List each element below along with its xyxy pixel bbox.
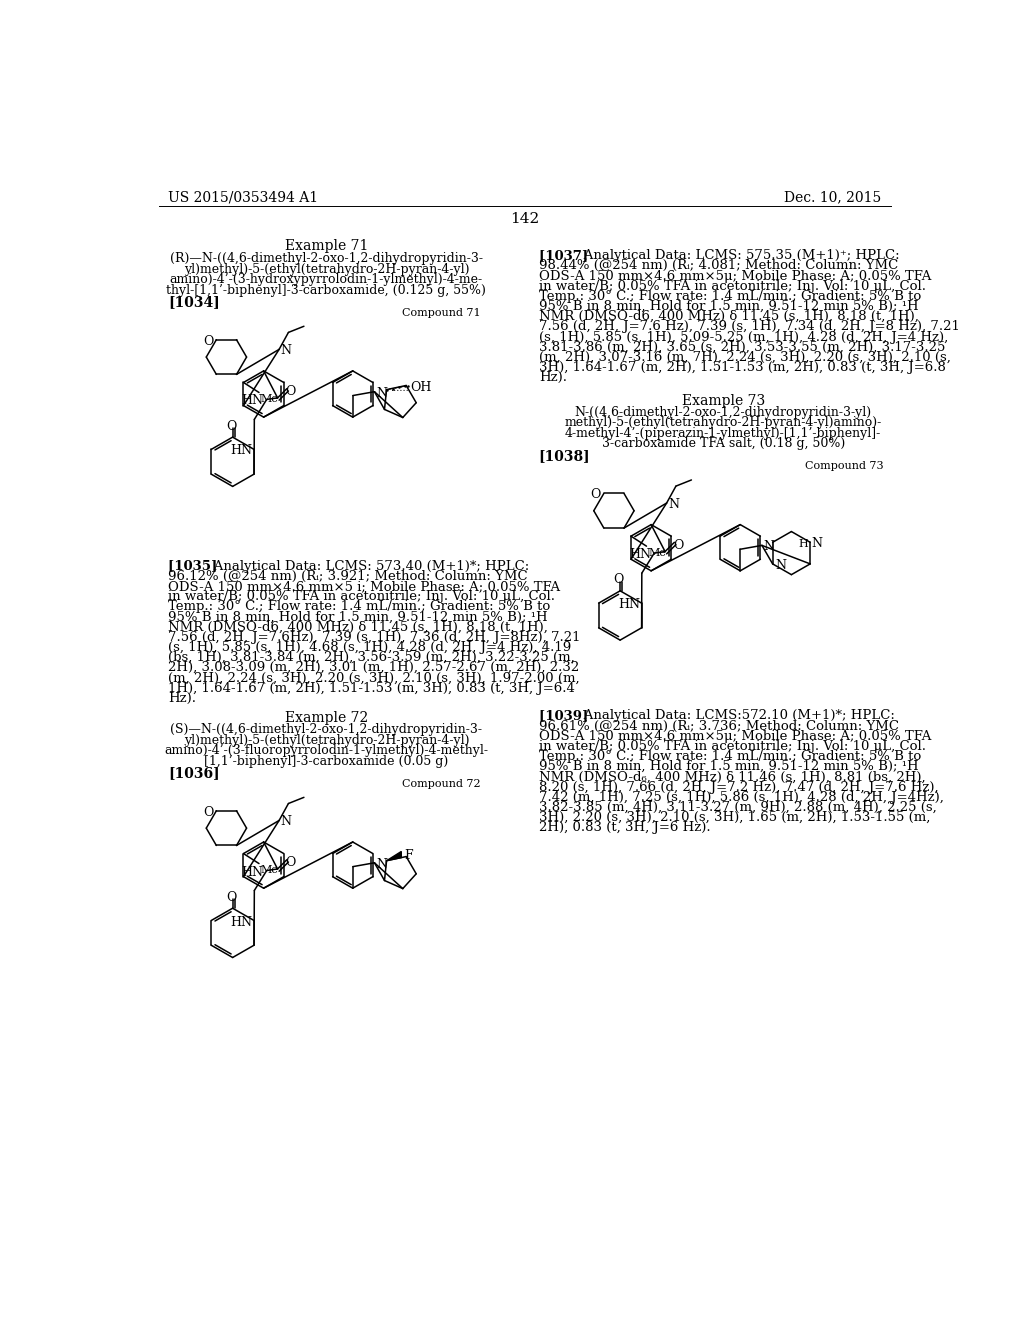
Text: O: O [226, 420, 237, 433]
Text: 4-methyl-4’-(piperazin-1-ylmethyl)-[1,1’-biphenyl]-: 4-methyl-4’-(piperazin-1-ylmethyl)-[1,1’… [565, 426, 882, 440]
Text: Hz).: Hz). [539, 371, 566, 384]
Text: ODS-A 150 mm×4.6 mm×5μ; Mobile Phase: A; 0.05% TFA: ODS-A 150 mm×4.6 mm×5μ; Mobile Phase: A;… [539, 269, 931, 282]
Text: amino)-4’-(3-fluoropyrrolodin-1-ylmethyl)-4-methyl-: amino)-4’-(3-fluoropyrrolodin-1-ylmethyl… [165, 744, 488, 758]
Text: N: N [764, 540, 774, 553]
Text: HN: HN [230, 445, 253, 458]
Text: ......: ...... [390, 384, 410, 392]
Text: Analytical Data: LCMS:572.10 (M+1)*; HPLC:: Analytical Data: LCMS:572.10 (M+1)*; HPL… [571, 709, 895, 722]
Text: (s, 1H), 5.85 (s, 1H), 5.09-5.25 (m, 1H), 4.28 (d, 2H, J=4 Hz),: (s, 1H), 5.85 (s, 1H), 5.09-5.25 (m, 1H)… [539, 330, 948, 343]
Text: O: O [613, 573, 624, 586]
Text: N: N [376, 858, 387, 871]
Text: N: N [281, 816, 292, 829]
Text: 96.61% (@254 nm) (Rᵢ; 3.736; Method: Column: YMC: 96.61% (@254 nm) (Rᵢ; 3.736; Method: Col… [539, 719, 899, 733]
Text: 3H), 2.20 (s, 3H), 2.10 (s, 3H), 1.65 (m, 2H), 1.53-1.55 (m,: 3H), 2.20 (s, 3H), 2.10 (s, 3H), 1.65 (m… [539, 810, 930, 824]
Text: 95% B in 8 min, Hold for 1.5 min, 9.51-12 min 5% B); ¹H: 95% B in 8 min, Hold for 1.5 min, 9.51-1… [539, 760, 919, 774]
Text: (R)—N-((4,6-dimethyl-2-oxo-1,2-dihydropyridin-3-: (R)—N-((4,6-dimethyl-2-oxo-1,2-dihydropy… [170, 252, 483, 265]
Text: Temp.: 30° C.; Flow rate: 1.4 mL/min.; Gradient: 5% B to: Temp.: 30° C.; Flow rate: 1.4 mL/min.; G… [539, 290, 921, 302]
Text: OH: OH [410, 380, 431, 393]
Text: (m, 2H), 2.24 (s, 3H), 2.20 (s, 3H), 2.10 (s, 3H), 1.97-2.00 (m,: (m, 2H), 2.24 (s, 3H), 2.20 (s, 3H), 2.1… [168, 672, 580, 684]
Text: Dec. 10, 2015: Dec. 10, 2015 [784, 190, 882, 205]
Text: 142: 142 [510, 213, 540, 226]
Text: 8.20 (s, 1H), 7.66 (d, 2H, J=7.2 Hz), 7.47 (d, 2H, J=7.6 Hz),: 8.20 (s, 1H), 7.66 (d, 2H, J=7.2 Hz), 7.… [539, 780, 938, 793]
Polygon shape [387, 851, 401, 861]
Text: O: O [286, 857, 296, 870]
Text: in water/B; 0.05% TFA in acetonitrile; Inj. Vol: 10 μL, Col.: in water/B; 0.05% TFA in acetonitrile; I… [539, 741, 926, 752]
Text: O: O [226, 891, 237, 904]
Text: N: N [812, 537, 822, 550]
Text: Analytical Data: LCMS: 575.35 (M+1)⁺; HPLC:: Analytical Data: LCMS: 575.35 (M+1)⁺; HP… [571, 249, 900, 263]
Text: amino)-4’-(3-hydroxypyrrolodin-1-ylmethyl)-4-me-: amino)-4’-(3-hydroxypyrrolodin-1-ylmethy… [170, 273, 483, 286]
Text: Me: Me [260, 395, 279, 404]
Text: NMR (DMSO-d6, 400 MHz) δ 11.45 (s, 1H), 8.18 (t, 1H),: NMR (DMSO-d6, 400 MHz) δ 11.45 (s, 1H), … [168, 620, 548, 634]
Text: Example 72: Example 72 [285, 711, 368, 725]
Text: HN: HN [242, 395, 263, 408]
Text: (bs, 1H), 3.81-3.84 (m, 2H), 3.56-3.59 (m, 2H), 3.22-3.25 (m,: (bs, 1H), 3.81-3.84 (m, 2H), 3.56-3.59 (… [168, 651, 575, 664]
Text: O: O [286, 385, 296, 399]
Text: methyl)-5-(ethyl(tetrahydro-2H-pyran-4-yl)amino)-: methyl)-5-(ethyl(tetrahydro-2H-pyran-4-y… [564, 416, 882, 429]
Text: NMR (DMSO-d6, 400 MHz) δ 11.45 (s, 1H), 8.18 (t, 1H),: NMR (DMSO-d6, 400 MHz) δ 11.45 (s, 1H), … [539, 310, 919, 323]
Text: [1038]: [1038] [539, 449, 591, 463]
Text: Compound 73: Compound 73 [805, 462, 884, 471]
Text: HN: HN [242, 866, 263, 879]
Text: [1,1’-biphenyl]-3-carboxamide (0.05 g): [1,1’-biphenyl]-3-carboxamide (0.05 g) [204, 755, 449, 768]
Text: 7.42 (m, 1H), 7.25 (s, 1H), 5.86 (s, 1H), 4.28 (d, 2H, J=4Hz),: 7.42 (m, 1H), 7.25 (s, 1H), 5.86 (s, 1H)… [539, 791, 944, 804]
Text: [1035]: [1035] [168, 560, 222, 573]
Text: Me: Me [648, 548, 666, 558]
Text: 7.56 (d, 2H, J=7.6Hz), 7.39 (s, 1H), 7.36 (d, 2H, J=8Hz), 7.21: 7.56 (d, 2H, J=7.6Hz), 7.39 (s, 1H), 7.3… [168, 631, 581, 644]
Text: 95% B in 8 min, Hold for 1.5 min, 9.51-12 min 5% B); ¹H: 95% B in 8 min, Hold for 1.5 min, 9.51-1… [539, 300, 919, 313]
Text: in water/B; 0.05% TFA in acetonitrile; Inj. Vol: 10 μL, Col.: in water/B; 0.05% TFA in acetonitrile; I… [539, 280, 926, 293]
Text: O: O [203, 335, 213, 347]
Text: N: N [281, 345, 292, 358]
Text: F: F [404, 849, 413, 862]
Text: N: N [775, 558, 786, 572]
Text: Temp.: 30° C.; Flow rate: 1.4 mL/min.; Gradient: 5% B to: Temp.: 30° C.; Flow rate: 1.4 mL/min.; G… [539, 750, 921, 763]
Text: Analytical Data: LCMS: 573.40 (M+1)*; HPLC:: Analytical Data: LCMS: 573.40 (M+1)*; HP… [201, 560, 529, 573]
Text: US 2015/0353494 A1: US 2015/0353494 A1 [168, 190, 318, 205]
Text: 1H), 1.64-1.67 (m, 2H), 1.51-1.53 (m, 3H), 0.83 (t, 3H, J=6.4: 1H), 1.64-1.67 (m, 2H), 1.51-1.53 (m, 3H… [168, 681, 575, 694]
Text: 3H), 1.64-1.67 (m, 2H), 1.51-1.53 (m, 2H), 0.83 (t, 3H, J=6.8: 3H), 1.64-1.67 (m, 2H), 1.51-1.53 (m, 2H… [539, 362, 945, 374]
Text: 98.44% (@254 nm) (Rᵢ; 4.081; Method: Column: YMC: 98.44% (@254 nm) (Rᵢ; 4.081; Method: Col… [539, 260, 898, 272]
Text: Example 71: Example 71 [285, 239, 368, 253]
Text: (S)—N-((4,6-dimethyl-2-oxo-1,2-dihydropyridin-3-: (S)—N-((4,6-dimethyl-2-oxo-1,2-dihydropy… [170, 723, 482, 737]
Text: 96.12% (@254 nm) (Rᵢ; 3.921; Method: Column: YMC: 96.12% (@254 nm) (Rᵢ; 3.921; Method: Col… [168, 570, 528, 582]
Text: Compound 72: Compound 72 [402, 779, 480, 789]
Text: [1037]: [1037] [539, 249, 593, 263]
Text: ODS-A 150 mm×4.6 mm×5 i; Mobile Phase: A; 0.05% TFA: ODS-A 150 mm×4.6 mm×5 i; Mobile Phase: A… [168, 579, 560, 593]
Text: 3-carboxamide TFA salt, (0.18 g, 50%): 3-carboxamide TFA salt, (0.18 g, 50%) [601, 437, 845, 450]
Text: 3.81-3.86 (m, 2H), 3.65 (s, 2H), 3.53-3.55 (m, 2H), 3.17-3.25: 3.81-3.86 (m, 2H), 3.65 (s, 2H), 3.53-3.… [539, 341, 945, 354]
Text: thyl-[1,1’-biphenyl]-3-carboxamide, (0.125 g, 55%): thyl-[1,1’-biphenyl]-3-carboxamide, (0.1… [167, 284, 486, 297]
Text: (s, 1H), 5.85 (s, 1H), 4.68 (s, 1H), 4.28 (d, 2H, J=4 Hz), 4.19: (s, 1H), 5.85 (s, 1H), 4.68 (s, 1H), 4.2… [168, 642, 571, 653]
Text: H: H [798, 539, 808, 549]
Text: N: N [669, 498, 679, 511]
Text: O: O [203, 805, 213, 818]
Text: Temp.: 30° C.; Flow rate: 1.4 mL/min.; Gradient: 5% B to: Temp.: 30° C.; Flow rate: 1.4 mL/min.; G… [168, 601, 551, 614]
Text: Me: Me [260, 865, 279, 875]
Text: 2H), 0.83 (t, 3H, J=6 Hz).: 2H), 0.83 (t, 3H, J=6 Hz). [539, 821, 711, 834]
Text: O: O [673, 539, 683, 552]
Text: HN: HN [230, 916, 253, 928]
Text: N-((4,6-dimethyl-2-oxo-1,2-dihydropyridin-3-yl): N-((4,6-dimethyl-2-oxo-1,2-dihydropyridi… [574, 407, 871, 418]
Text: Example 73: Example 73 [682, 393, 765, 408]
Text: N: N [376, 387, 387, 400]
Text: in water/B; 0.05% TFA in acetonitrile; Inj. Vol: 10 μL, Col.: in water/B; 0.05% TFA in acetonitrile; I… [168, 590, 555, 603]
Text: 95% B in 8 min, Hold for 1.5 min, 9.51-12 min 5% B); ¹H: 95% B in 8 min, Hold for 1.5 min, 9.51-1… [168, 610, 548, 623]
Text: 7.56 (d, 2H, J=7.6 Hz), 7.39 (s, 1H), 7.34 (d, 2H, J=8 Hz), 7.21: 7.56 (d, 2H, J=7.6 Hz), 7.39 (s, 1H), 7.… [539, 321, 959, 334]
Text: HN: HN [618, 598, 640, 611]
Text: [1034]: [1034] [168, 296, 220, 309]
Text: Compound 71: Compound 71 [402, 308, 480, 318]
Text: Hz).: Hz). [168, 692, 197, 705]
Text: O: O [591, 488, 601, 502]
Text: (m, 2H), 3.07-3.16 (m, 7H), 2.24 (s, 3H), 2.20 (s, 3H), 2.10 (s,: (m, 2H), 3.07-3.16 (m, 7H), 2.24 (s, 3H)… [539, 351, 950, 364]
Text: [1036]: [1036] [168, 767, 220, 780]
Text: 2H), 3.08-3.09 (m, 2H), 3.01 (m, 1H), 2.57-2.67 (m, 2H), 2.32: 2H), 3.08-3.09 (m, 2H), 3.01 (m, 1H), 2.… [168, 661, 580, 675]
Text: yl)methyl)-5-(ethyl(tetrahydro-2H-pyran-4-yl): yl)methyl)-5-(ethyl(tetrahydro-2H-pyran-… [183, 263, 469, 276]
Text: yl)methyl)-5-(ethyl(tetrahydro-2H-pyran-4-yl): yl)methyl)-5-(ethyl(tetrahydro-2H-pyran-… [183, 734, 469, 747]
Text: [1039]: [1039] [539, 709, 593, 722]
Text: ODS-A 150 mm×4.6 mm×5μ; Mobile Phase: A; 0.05% TFA: ODS-A 150 mm×4.6 mm×5μ; Mobile Phase: A;… [539, 730, 931, 743]
Text: HN: HN [629, 548, 651, 561]
Text: 3.82-3.85 (m, 4H), 3.11-3.27 (m, 9H), 2.88 (m, 4H), 2.25 (s,: 3.82-3.85 (m, 4H), 3.11-3.27 (m, 9H), 2.… [539, 801, 937, 814]
Text: NMR (DMSO-d₆, 400 MHz) δ 11.46 (s, 1H), 8.81 (bs, 2H),: NMR (DMSO-d₆, 400 MHz) δ 11.46 (s, 1H), … [539, 771, 926, 783]
